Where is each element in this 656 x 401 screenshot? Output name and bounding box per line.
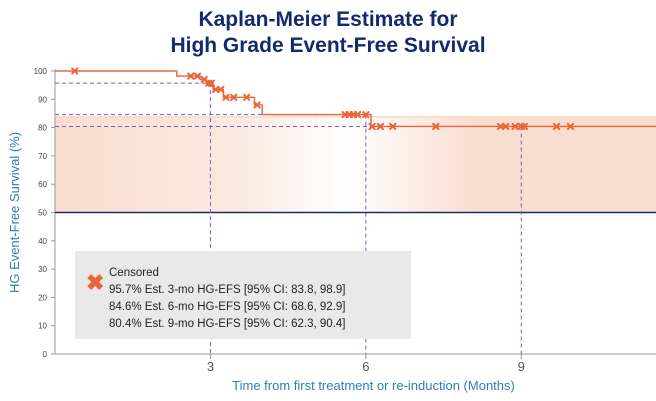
- censor-mark: [511, 122, 519, 131]
- censor-mark: [222, 93, 230, 101]
- legend: ✖ Censored 95.7% Est. 3-mo HG-EFS [95% C…: [75, 251, 411, 339]
- x-axis-label: Time from first treatment or re-inductio…: [232, 378, 515, 393]
- censor-mark: [389, 122, 397, 131]
- ci-band: [55, 116, 656, 213]
- y-tick-label: 40: [38, 237, 47, 246]
- censor-mark: [217, 85, 225, 93]
- y-axis-label: HG Event-Free Survival (%): [7, 132, 22, 293]
- y-tick-label: 10: [38, 322, 47, 331]
- chart-title-line1: Kaplan-Meier Estimate for: [198, 8, 458, 31]
- censor-mark: [520, 122, 529, 131]
- censor-mark: [368, 122, 376, 131]
- censor-mark: [230, 93, 238, 101]
- y-tick-label: 80: [38, 124, 47, 133]
- y-tick-label: 100: [34, 67, 48, 76]
- censor-mark: [353, 110, 362, 119]
- censor-mark: [207, 79, 216, 87]
- chart-title-line2: High Grade Event-Free Survival: [170, 34, 486, 57]
- x-tick-label: 3: [207, 359, 214, 374]
- censor-mark: [496, 122, 505, 131]
- censor-mark: [187, 72, 195, 80]
- legend-estimate-6mo: 84.6% Est. 6-mo HG-EFS [95% CI: 68.6, 92…: [109, 301, 346, 313]
- censor-mark: [432, 122, 440, 131]
- y-tick-label: 90: [38, 95, 47, 104]
- censor-mark: [552, 122, 561, 131]
- legend-estimate-9mo: 80.4% Est. 9-mo HG-EFS [95% CI: 62.3, 90…: [109, 318, 346, 330]
- censored-marker-icon: ✖: [86, 270, 105, 295]
- y-tick-label: 70: [38, 152, 47, 161]
- censor-mark: [566, 122, 575, 131]
- y-tick-label: 0: [43, 350, 48, 359]
- censor-mark: [502, 122, 510, 131]
- censor-mark: [193, 72, 202, 80]
- censor-mark: [71, 67, 79, 75]
- censor-mark: [376, 122, 384, 131]
- censor-mark: [253, 101, 261, 109]
- censor-mark: [243, 93, 251, 101]
- censor-mark: [362, 110, 370, 119]
- y-tick-label: 60: [38, 180, 47, 189]
- y-tick-label: 20: [38, 293, 47, 302]
- legend-estimate-3mo: 95.7% Est. 3-mo HG-EFS [95% CI: 83.8, 98…: [109, 284, 346, 296]
- y-tick-label: 30: [38, 265, 47, 274]
- legend-censored-label: Censored: [109, 267, 159, 279]
- x-tick-label: 9: [518, 359, 525, 374]
- y-tick-label: 50: [38, 209, 47, 218]
- x-tick-label: 6: [362, 359, 369, 374]
- censor-mark: [212, 85, 220, 93]
